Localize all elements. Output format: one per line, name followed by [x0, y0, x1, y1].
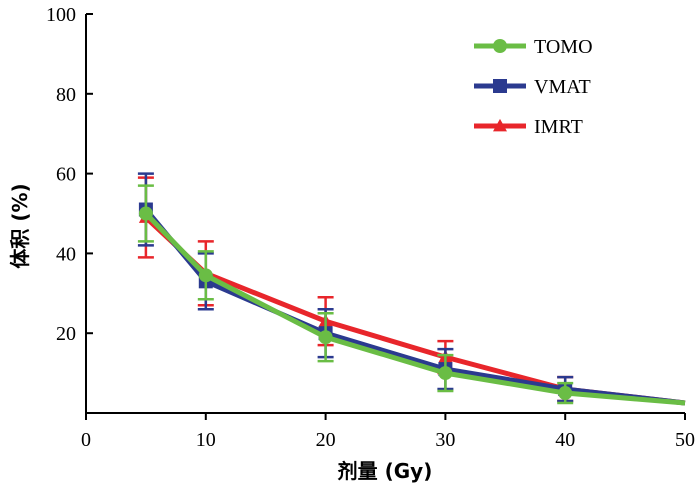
x-tick-label: 50 [675, 429, 695, 451]
tomo-point [318, 330, 333, 345]
series-vmat [137, 172, 686, 406]
y-tick-label: 20 [56, 323, 76, 345]
legend-marker-vmat [493, 79, 507, 93]
x-tick-label: 0 [81, 429, 91, 451]
legend-item-imrt: IMRT [474, 116, 583, 138]
legend-marker-tomo [493, 39, 507, 53]
y-tick-label: 100 [46, 4, 76, 26]
legend-marker-imrt [493, 118, 507, 132]
legend-label-tomo: TOMO [534, 36, 593, 58]
vmat-line [143, 207, 686, 406]
axes [85, 14, 685, 414]
legend: TOMO VMAT IMRT [474, 36, 593, 138]
legend-item-tomo: TOMO [474, 36, 593, 58]
y-axis-title: 体积 (%) [8, 183, 32, 268]
x-tick-label: 20 [316, 429, 336, 451]
plot-area [137, 172, 686, 406]
imrt-line [144, 215, 686, 406]
axis-ticks: 20 40 60 80 100 0 10 20 30 40 50 [46, 4, 695, 451]
tomo-point [558, 386, 573, 401]
tomo-point [138, 206, 153, 221]
tomo-point [198, 268, 213, 283]
series-imrt [137, 176, 686, 406]
y-tick-label: 80 [56, 84, 76, 106]
x-axis-title: 剂量 (Gy) [338, 459, 433, 483]
x-tick-label: 30 [435, 429, 455, 451]
y-tick-label: 60 [56, 164, 76, 186]
x-tick-label: 10 [196, 429, 216, 451]
series-tomo [137, 184, 686, 406]
legend-label-vmat: VMAT [534, 76, 591, 98]
x-tick-label: 40 [555, 429, 575, 451]
legend-label-imrt: IMRT [534, 116, 583, 138]
y-tick-label: 40 [56, 243, 76, 265]
legend-item-vmat: VMAT [474, 76, 591, 98]
tomo-line [144, 211, 686, 406]
tomo-point [438, 366, 453, 381]
